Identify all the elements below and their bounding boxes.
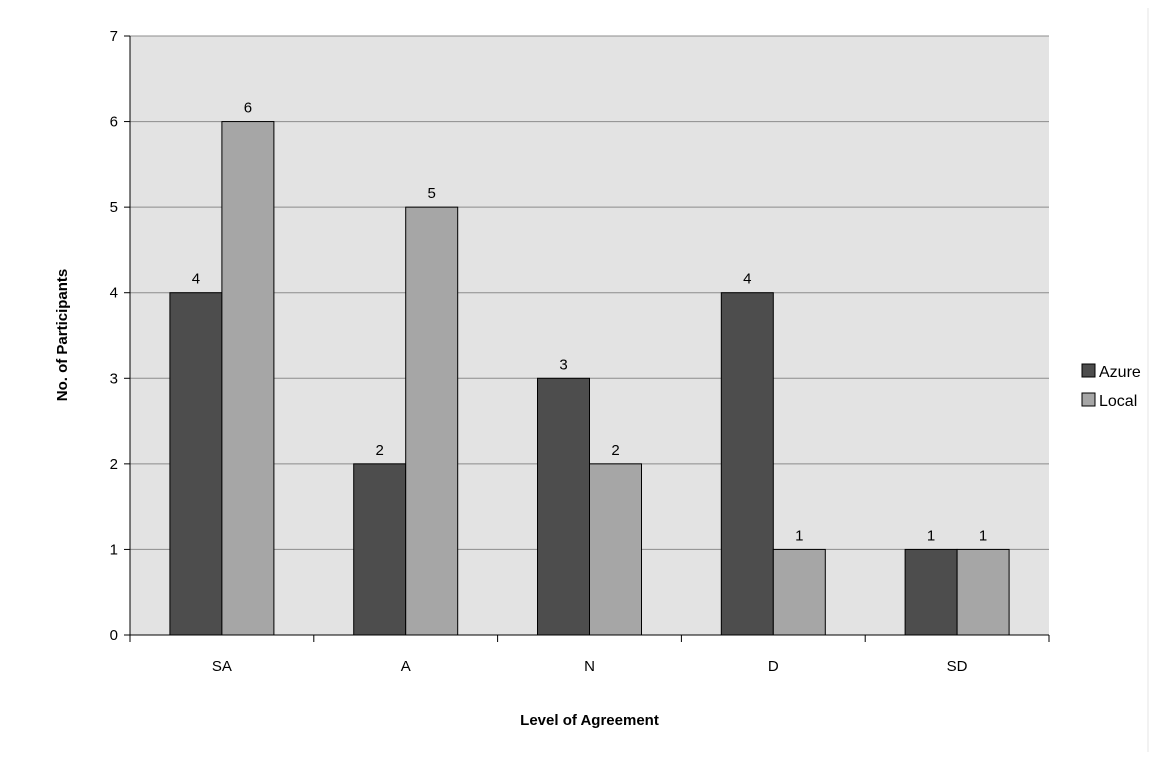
bar-azure-sa [169, 292, 223, 636]
data-label: 2 [611, 442, 619, 459]
x-axis-title: Level of Agreement [520, 712, 659, 729]
data-label: 6 [244, 100, 252, 117]
bars [169, 121, 1010, 636]
axes [124, 35, 1050, 642]
y-tick-label: 5 [110, 199, 118, 216]
y-tick-label: 4 [110, 285, 118, 302]
data-label: 1 [795, 527, 803, 544]
data-label: 3 [559, 356, 567, 373]
legend-swatch-azure [1081, 363, 1096, 378]
bar-azure-sd [904, 548, 958, 636]
x-tick-label: D [768, 658, 779, 675]
data-label: 4 [192, 271, 200, 288]
bar-local-sa [221, 121, 275, 636]
legend-swatch-local [1081, 392, 1096, 407]
data-label: 5 [428, 185, 436, 202]
data-label: 1 [979, 527, 987, 544]
bar-local-n [589, 463, 642, 636]
y-axis-title: No. of Participants [54, 269, 71, 402]
legend-label-local: Local [1099, 393, 1137, 410]
x-tick-label: A [401, 658, 411, 675]
bar-local-d [772, 548, 826, 636]
y-tick-label: 0 [110, 627, 118, 644]
y-tick-label: 3 [110, 370, 118, 387]
bar-local-sd [956, 548, 1010, 636]
y-tick-labels: 0 1 2 3 4 5 6 7 [110, 28, 118, 644]
x-tick-label: SA [212, 658, 232, 675]
data-labels: 4 6 2 5 3 2 4 1 1 1 [192, 100, 988, 545]
x-tick-label: N [584, 658, 595, 675]
legend: Azure Local [1081, 363, 1141, 410]
bar-azure-n [537, 377, 590, 636]
data-label: 4 [743, 271, 751, 288]
legend-label-azure: Azure [1099, 364, 1141, 381]
y-tick-label: 6 [110, 114, 118, 131]
bar-azure-d [720, 292, 774, 636]
y-tick-label: 2 [110, 456, 118, 473]
data-label: 1 [927, 527, 935, 544]
y-tick-label: 1 [110, 541, 118, 558]
data-label: 2 [376, 442, 384, 459]
bar-local-a [405, 206, 459, 636]
x-tick-label: SD [947, 658, 968, 675]
x-tick-labels: SA A N D SD [212, 658, 968, 675]
bar-azure-a [353, 463, 407, 636]
y-tick-label: 7 [110, 28, 118, 45]
